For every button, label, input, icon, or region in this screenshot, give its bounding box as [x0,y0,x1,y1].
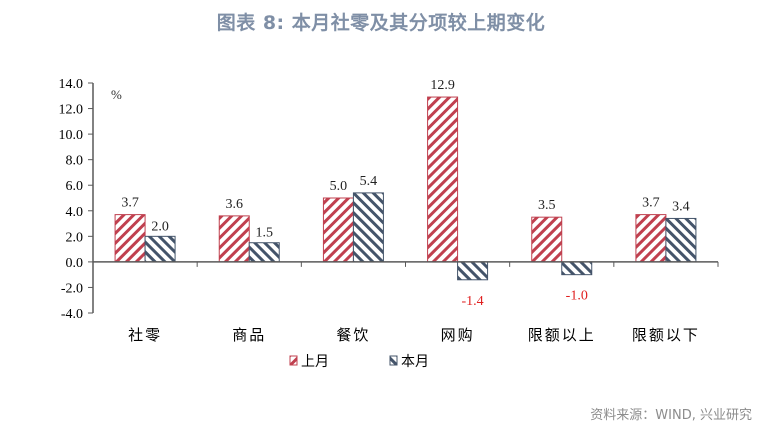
source-note: 资料来源：WIND, 兴业研究 [590,408,752,423]
y-tick-label: -4.0 [61,307,83,322]
data-label: 3.7 [642,196,660,211]
data-label: 3.7 [121,196,139,211]
data-label: 3.4 [672,199,690,214]
bar-last-month [114,214,146,263]
bar-last-month [322,197,354,263]
x-axis: 社零 商品 餐饮 网购 限额以上 限额以下 [92,261,719,344]
y-tick-label: 14.0 [59,77,84,92]
unit-label: % [111,87,122,102]
legend-label: 本月 [401,354,429,370]
bar-last-month [531,216,563,263]
bar-this-month [457,261,489,281]
y-tick-label: 4.0 [66,205,84,220]
bar-last-month [218,215,250,263]
x-category-label: 限额以上 [528,326,596,344]
y-tick-label: 0.0 [66,256,84,271]
y-tick-label: 2.0 [66,230,84,245]
y-tick-label: 8.0 [66,154,84,169]
legend: 上月 本月 [289,354,429,370]
x-category-label: 餐饮 [336,326,370,344]
blue-hatch-swatch [389,355,398,366]
data-label: -1.4 [461,294,483,309]
data-label: 3.6 [226,197,244,212]
bar-this-month [561,261,593,276]
data-label: 1.5 [256,226,274,241]
bars: 3.7 2.0 3.6 1.5 5.0 5.4 12.9 -1.4 3.5 -1.0 3.7 3.4 [114,78,697,309]
y-axis: 14.0 12.0 10.0 8.0 6.0 4.0 2.0 0.0 -2.0 -4.0% [59,77,123,322]
bar-last-month [635,214,667,263]
red-hatch-swatch [289,355,298,366]
data-label: 3.5 [538,198,556,213]
x-category-label: 限额以下 [632,326,700,344]
y-tick-label: 12.0 [59,103,84,118]
bar-this-month [352,192,384,263]
data-label: 12.9 [430,78,455,93]
y-tick-label: 6.0 [66,179,84,194]
bar-last-month [427,96,459,263]
y-tick-label: -2.0 [61,281,83,296]
bar-this-month [665,217,697,263]
x-category-label: 网购 [441,326,475,344]
legend-label: 上月 [301,354,329,370]
bar-this-month [144,235,176,263]
data-label: 5.0 [330,179,348,194]
y-tick-label: 10.0 [59,128,84,143]
bar-this-month [248,242,280,263]
chart-title: 图表 8: 本月社零及其分项较上期变化 [216,12,546,34]
x-category-label: 社零 [128,326,162,344]
x-category-label: 商品 [232,326,266,344]
data-label: -1.0 [566,289,588,304]
data-label: 5.4 [360,174,378,189]
data-label: 2.0 [151,219,169,234]
